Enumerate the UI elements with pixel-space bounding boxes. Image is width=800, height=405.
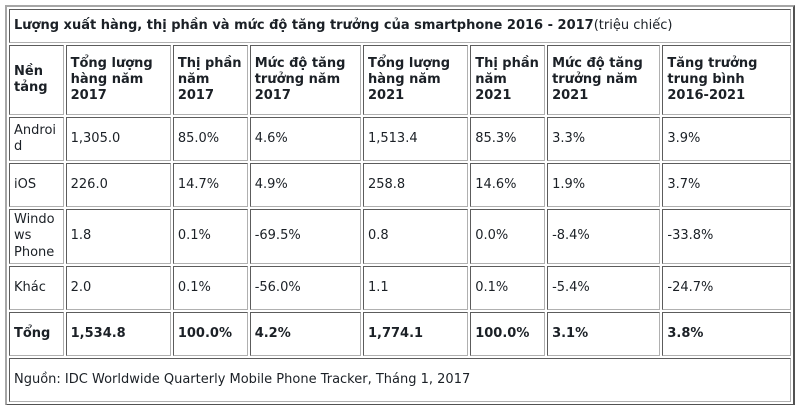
- table-row: Android 1,305.0 85.0% 4.6% 1,513.4 85.3% 3.3% 3…: [9, 117, 791, 161]
- value-cell: 4.9%: [249, 163, 361, 207]
- value-cell: -8.4%: [547, 209, 661, 264]
- table-row: iOS 226.0 14.7% 4.9% 258.8 14.6% 1.9% 3.7%: [9, 163, 791, 207]
- table-title-row: Lượng xuất hàng, thị phần và mức độ tăng…: [9, 9, 791, 43]
- value-cell: 0.0%: [470, 209, 546, 264]
- value-cell: 100.0%: [470, 311, 546, 356]
- table-title-main: Lượng xuất hàng, thị phần và mức độ tăng…: [14, 17, 594, 33]
- platform-cell: iOS: [9, 163, 64, 207]
- value-cell: 1.9%: [547, 163, 661, 207]
- column-header: Mức độ tăng trưởng năm 2017: [249, 45, 361, 115]
- value-cell: 3.3%: [547, 117, 661, 161]
- column-header: Nền tảng: [9, 45, 64, 115]
- column-header: Thị phần năm 2017: [172, 45, 248, 115]
- value-cell: -69.5%: [249, 209, 361, 264]
- value-cell: -24.7%: [662, 265, 791, 310]
- value-cell: 258.8: [362, 163, 469, 207]
- column-header: Tăng trưởng trung bình 2016-2021: [662, 45, 791, 115]
- table-header-row: Nền tảng Tổng lượng hàng năm 2017 Thị phần…: [9, 45, 791, 115]
- platform-cell: Khác: [9, 265, 64, 310]
- value-cell: 1,774.1: [362, 311, 469, 356]
- value-cell: 14.6%: [470, 163, 546, 207]
- column-header: Thị phần năm 2021: [470, 45, 546, 115]
- platform-cell: Windows Phone: [9, 209, 64, 264]
- table-row: Khác 2.0 0.1% -56.0% 1.1 0.1% -5.4% -24.7%: [9, 265, 791, 310]
- table-source-row: Nguồn: IDC Worldwide Quarterly Mobile Ph…: [9, 357, 791, 402]
- value-cell: -33.8%: [662, 209, 791, 264]
- value-cell: 1.8: [65, 209, 171, 264]
- platform-cell: Tổng: [9, 311, 64, 356]
- column-header: Mức độ tăng trưởng năm 2021: [547, 45, 661, 115]
- table-title: Lượng xuất hàng, thị phần và mức độ tăng…: [9, 9, 791, 43]
- value-cell: 85.3%: [470, 117, 546, 161]
- table-title-units: (triệu chiếc): [593, 17, 673, 33]
- table-total-row: Tổng 1,534.8 100.0% 4.2% 1,774.1 100.0% 3.1% 3.…: [9, 311, 791, 356]
- value-cell: 0.8: [362, 209, 469, 264]
- value-cell: 3.8%: [662, 311, 791, 356]
- value-cell: 14.7%: [172, 163, 248, 207]
- value-cell: 100.0%: [172, 311, 248, 356]
- column-header: Tổng lượng hàng năm 2021: [362, 45, 469, 115]
- table-row: Windows Phone 1.8 0.1% -69.5% 0.8 0.0% -8.4% -3…: [9, 209, 791, 264]
- value-cell: 3.7%: [662, 163, 791, 207]
- value-cell: 226.0: [65, 163, 171, 207]
- column-header: Tổng lượng hàng năm 2017: [65, 45, 171, 115]
- value-cell: 3.9%: [662, 117, 791, 161]
- value-cell: 4.2%: [249, 311, 361, 356]
- value-cell: 2.0: [65, 265, 171, 310]
- smartphone-shipments-table: Lượng xuất hàng, thị phần và mức độ tăng…: [5, 5, 795, 405]
- value-cell: 0.1%: [172, 209, 248, 264]
- table-source: Nguồn: IDC Worldwide Quarterly Mobile Ph…: [9, 357, 791, 402]
- value-cell: -56.0%: [249, 265, 361, 310]
- value-cell: 1.1: [362, 265, 469, 310]
- value-cell: 85.0%: [172, 117, 248, 161]
- value-cell: 1,513.4: [362, 117, 469, 161]
- value-cell: 1,534.8: [65, 311, 171, 356]
- value-cell: 3.1%: [547, 311, 661, 356]
- platform-cell: Android: [9, 117, 64, 161]
- value-cell: 4.6%: [249, 117, 361, 161]
- value-cell: -5.4%: [547, 265, 661, 310]
- value-cell: 1,305.0: [65, 117, 171, 161]
- value-cell: 0.1%: [470, 265, 546, 310]
- value-cell: 0.1%: [172, 265, 248, 310]
